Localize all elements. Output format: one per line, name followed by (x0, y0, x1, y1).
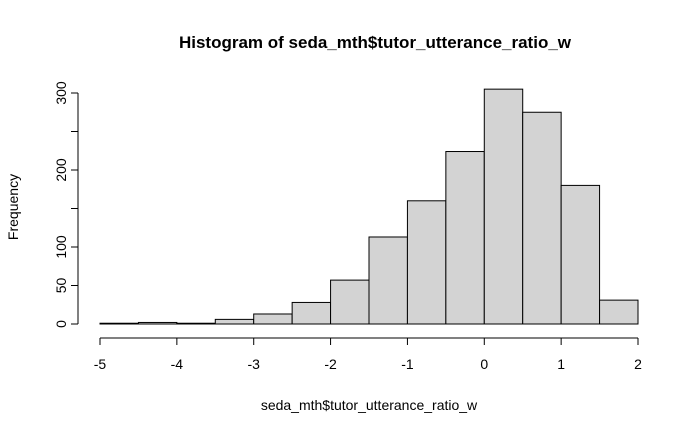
histogram-bar (253, 313, 293, 325)
bars-group (99, 88, 639, 325)
histogram-bar (560, 184, 601, 325)
x-tick-label: -5 (94, 356, 107, 372)
y-axis-label: Frequency (5, 174, 21, 240)
x-tick-label: -3 (247, 356, 260, 372)
x-tick-label: 1 (557, 356, 565, 372)
histogram-bar (291, 301, 332, 325)
y-axis: 0 50 100 200 300 (53, 81, 79, 328)
y-tick-label: 200 (53, 158, 69, 182)
histogram-bar (445, 151, 485, 325)
histogram-bar (214, 318, 255, 325)
x-tick-label: -4 (171, 356, 184, 372)
x-tick-label: -2 (324, 356, 337, 372)
histogram-bar (406, 200, 447, 325)
histogram-bar (137, 321, 178, 325)
y-tick-label: 100 (53, 235, 69, 259)
histogram-bar (599, 299, 639, 325)
histogram-bar (483, 88, 524, 325)
x-axis-label: seda_mth$tutor_utterance_ratio_w (261, 397, 478, 413)
y-tick-label: 0 (53, 320, 69, 328)
x-tick-label: 2 (634, 356, 642, 372)
y-tick-label: 50 (53, 278, 69, 294)
x-axis: -5 -4 -3 -2 -1 0 1 2 (94, 337, 642, 372)
histogram-bar (522, 111, 562, 325)
histogram-bar (176, 322, 216, 325)
x-tick-label: -1 (401, 356, 414, 372)
y-tick-label: 300 (53, 81, 69, 105)
x-tick-label: 0 (480, 356, 488, 372)
chart-title: Histogram of seda_mth$tutor_utterance_ra… (179, 33, 572, 52)
histogram-bar (330, 279, 370, 325)
histogram-bar (368, 236, 408, 325)
histogram-bar (99, 322, 139, 325)
